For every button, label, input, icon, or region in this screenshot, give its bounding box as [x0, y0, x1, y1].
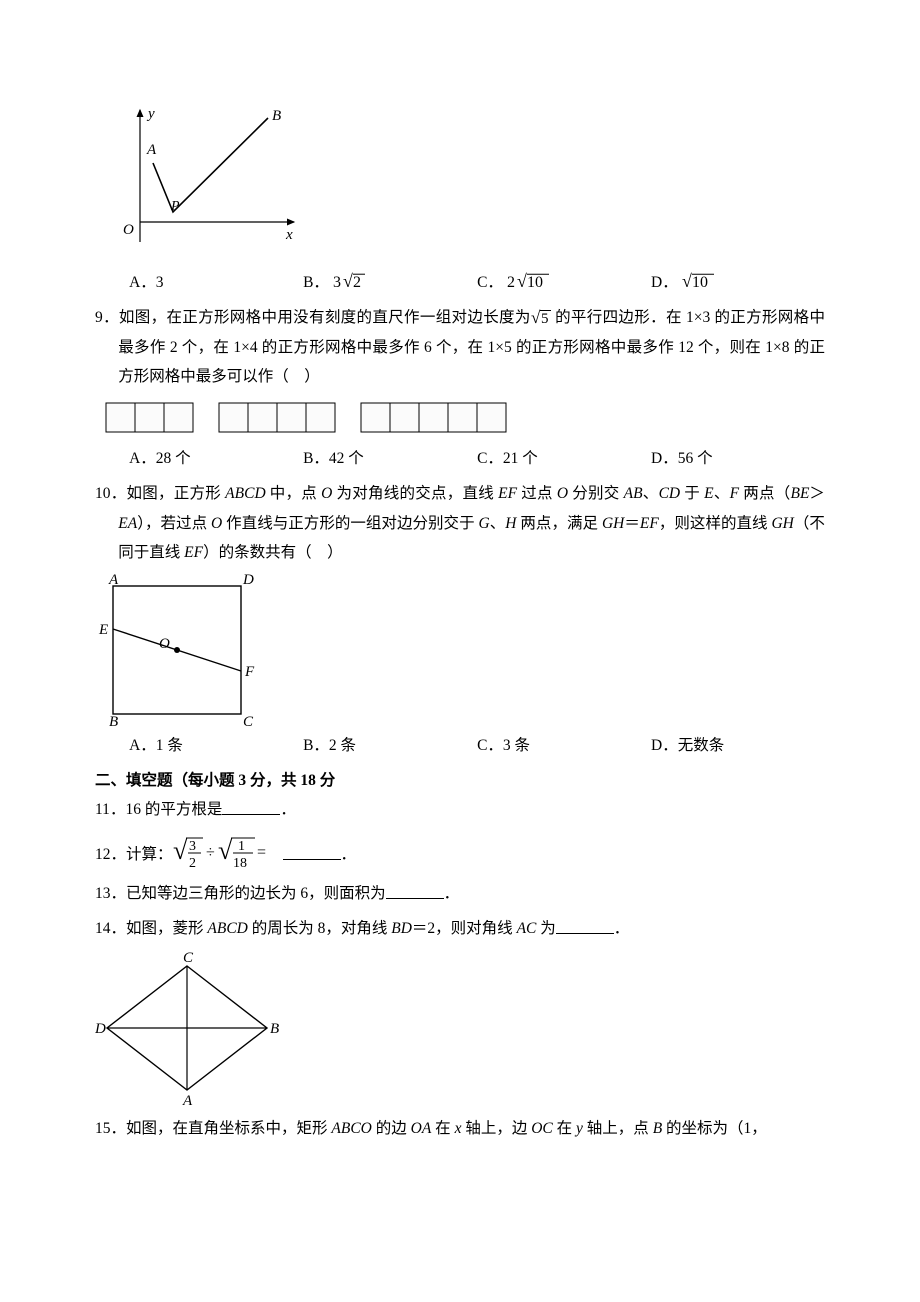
q8-opt-d: D． √10: [651, 268, 825, 297]
q14-blank: [556, 917, 614, 934]
q13-blank: [386, 882, 444, 899]
svg-text:√: √: [531, 308, 541, 327]
q9-opt-c: C．21 个: [477, 444, 651, 473]
section-2-heading: 二、填空题（每小题 3 分，共 18 分: [95, 766, 825, 795]
svg-text:10: 10: [527, 274, 543, 291]
q9-grid-5: [358, 398, 513, 438]
q14-figure: C D B A: [95, 948, 825, 1108]
svg-text:F: F: [244, 664, 255, 680]
svg-text:A: A: [182, 1093, 193, 1108]
q10-figure: A D E F O B C: [95, 572, 825, 727]
svg-text:3: 3: [333, 274, 341, 291]
question-10: 10．如图，正方形 ABCD 中，点 O 为对角线的交点，直线 EF 过点 O …: [95, 479, 825, 760]
q8-opt-a: A．3: [129, 268, 303, 297]
q9-opt-b: B．42 个: [303, 444, 477, 473]
q10-text: 10．如图，正方形 ABCD 中，点 O 为对角线的交点，直线 EF 过点 O …: [95, 479, 825, 567]
q8-figure: A B P O x y: [118, 104, 825, 264]
svg-text:B: B: [272, 108, 281, 124]
svg-text:√: √: [218, 836, 233, 865]
svg-text:P: P: [170, 199, 180, 214]
q8-opt-c: C． 2√10: [477, 268, 651, 297]
q9-grid-3: [103, 398, 200, 438]
svg-text:18: 18: [233, 856, 247, 871]
svg-text:C: C: [243, 714, 254, 727]
question-15: 15．如图，在直角坐标系中，矩形 ABCO 的边 OA 在 x 轴上，边 OC …: [95, 1114, 825, 1143]
svg-text:10: 10: [692, 274, 708, 291]
svg-text:B: B: [270, 1021, 279, 1037]
svg-text:A: A: [146, 142, 157, 158]
svg-text:5: 5: [541, 311, 549, 327]
svg-text:y: y: [146, 106, 155, 122]
svg-text:=: =: [257, 844, 266, 861]
svg-text:√: √: [682, 271, 692, 291]
q12-expression: √ 3 2 ÷ √ 1 18 =: [173, 831, 283, 873]
question-9: 9．如图，在正方形网格中用没有刻度的直尺作一组对边长度为√5的平行四边形．在 1…: [95, 303, 825, 473]
svg-text:√: √: [173, 836, 188, 865]
svg-text:O: O: [159, 636, 170, 652]
question-8-figure-block: A B P O x y A．3 B． 3√2 C． 2√10 D． √10: [95, 104, 825, 297]
q12-blank: [283, 843, 341, 860]
svg-text:D: D: [242, 572, 254, 588]
q9-options: A．28 个 B．42 个 C．21 个 D．56 个: [95, 444, 825, 473]
q9-opt-d: D．56 个: [651, 444, 825, 473]
svg-text:x: x: [285, 227, 293, 243]
q9-grid-4: [216, 398, 342, 438]
svg-text:2: 2: [189, 856, 196, 871]
svg-text:÷: ÷: [206, 844, 215, 861]
svg-text:3: 3: [189, 839, 196, 854]
q14-text: 14．如图，菱形 ABCD 的周长为 8，对角线 BD＝2，则对角线 AC 为．: [95, 914, 825, 943]
q9-text: 9．如图，在正方形网格中用没有刻度的直尺作一组对边长度为√5的平行四边形．在 1…: [95, 303, 825, 391]
q11-blank: [222, 798, 280, 815]
svg-text:√: √: [343, 271, 353, 291]
question-13: 13．已知等边三角形的边长为 6，则面积为．: [95, 879, 825, 908]
q8-opt-b: B． 3√2: [303, 268, 477, 297]
q10-opt-a: A．1 条: [129, 731, 303, 760]
svg-text:B: B: [109, 714, 118, 727]
q9-opt-a: A．28 个: [129, 444, 303, 473]
q8-options: A．3 B． 3√2 C． 2√10 D． √10: [95, 268, 825, 297]
svg-text:O: O: [123, 222, 134, 238]
q10-opt-c: C．3 条: [477, 731, 651, 760]
q10-options: A．1 条 B．2 条 C．3 条 D．无数条: [95, 731, 825, 760]
svg-text:A: A: [108, 572, 119, 588]
svg-text:2: 2: [507, 274, 515, 291]
svg-text:E: E: [98, 622, 108, 638]
svg-text:2: 2: [353, 274, 361, 291]
q9-grids: [103, 398, 825, 438]
svg-text:√: √: [517, 271, 527, 291]
svg-text:1: 1: [238, 839, 245, 854]
question-12: 12．计算： √ 3 2 ÷ √ 1 18 = ．: [95, 831, 825, 873]
question-14: 14．如图，菱形 ABCD 的周长为 8，对角线 BD＝2，则对角线 AC 为．…: [95, 914, 825, 1107]
svg-text:D: D: [95, 1021, 106, 1037]
q10-opt-d: D．无数条: [651, 731, 825, 760]
svg-text:C: C: [183, 950, 194, 966]
q10-opt-b: B．2 条: [303, 731, 477, 760]
question-11: 11．16 的平方根是．: [95, 795, 825, 824]
